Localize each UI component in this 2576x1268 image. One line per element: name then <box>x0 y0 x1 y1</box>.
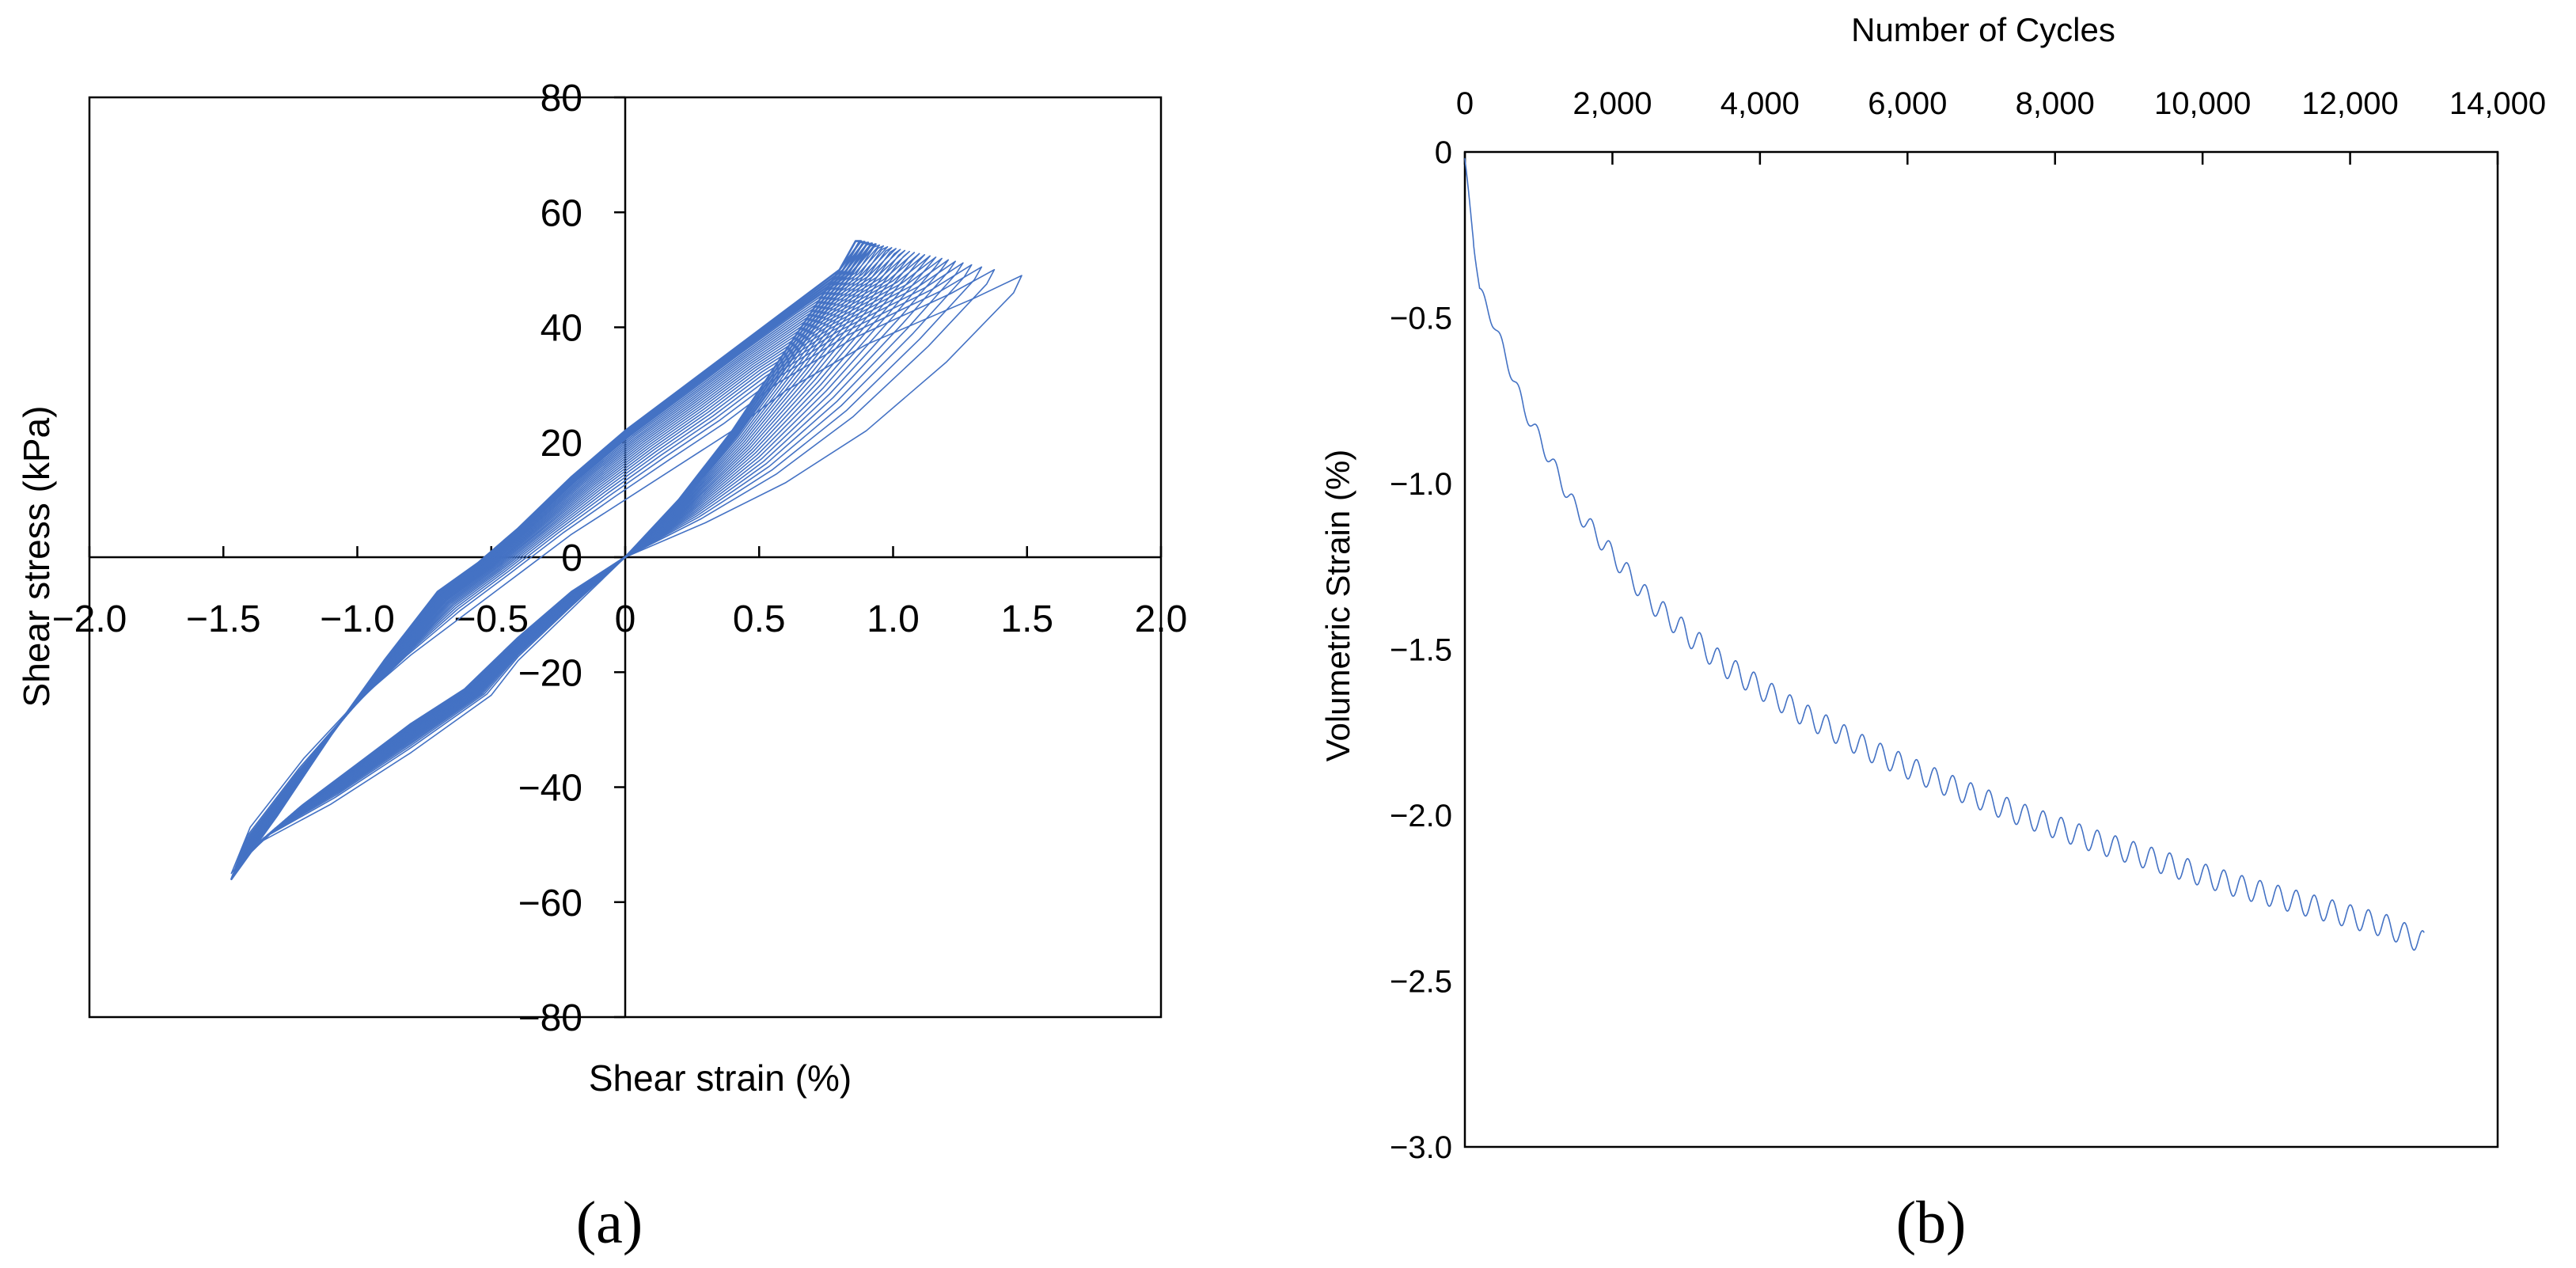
chart-b-y-tick-label: −1.0 <box>1390 467 1452 502</box>
chart-a-loop <box>240 257 943 863</box>
chart-b-x-tick-label: 14,000 <box>2449 86 2546 121</box>
chart-a-y-tick-label: −80 <box>518 997 582 1039</box>
chart-a-loop <box>239 259 950 864</box>
chart-a-loop <box>237 262 964 866</box>
chart-b-y-tick-label: −2.0 <box>1390 799 1452 833</box>
chart-a-x-tick-label: 2.0 <box>1135 598 1188 640</box>
chart-b-axes: 0 2,000 4,000 6,000 8,000 10,000 12,000 14,000 0… <box>1390 86 2546 1165</box>
chart-b-y-tick-label: −1.5 <box>1390 633 1452 668</box>
chart-b-x-tick-label: 10,000 <box>2154 86 2251 121</box>
chart-b-x-tick-label: 6,000 <box>1868 86 1947 121</box>
chart-a-x-tick-label: 0 <box>615 598 636 640</box>
chart-a-ylabel: Shear stress (kPa) <box>16 406 57 708</box>
chart-b: 0 2,000 4,000 6,000 8,000 10,000 12,000 14,000 0… <box>1319 11 2546 1256</box>
chart-a-x-tick-label: 1.0 <box>867 598 920 640</box>
chart-b-x-tick-label: 4,000 <box>1720 86 1800 121</box>
chart-a-xlabel: Shear strain (%) <box>589 1057 852 1099</box>
chart-b-frame <box>1463 150 2499 1148</box>
chart-a-y-tick-label: −20 <box>518 652 582 694</box>
chart-a-y-tick-label: 20 <box>541 423 582 465</box>
chart-a-x-tick-label: 1.5 <box>1000 598 1053 640</box>
chart-b-ylabel: Volumetric Strain (%) <box>1319 450 1356 761</box>
chart-b-y-tick-label: 0 <box>1435 135 1452 170</box>
chart-a-y-tick-label: −40 <box>518 768 582 810</box>
chart-a-loop <box>233 268 996 871</box>
chart-a-y-tick-label: 80 <box>541 78 582 120</box>
chart-a-axes: −2.0 −1.5 −1.0 −0.5 0 0.5 1.0 1.5 2.0 −80 −60 −40 −2… <box>52 78 1188 1039</box>
chart-b-x-tick-label: 2,000 <box>1573 86 1652 121</box>
chart-a-panel-label: (a) <box>576 1190 643 1256</box>
chart-b-y-tick-label: −2.5 <box>1390 965 1452 1000</box>
chart-a-loop <box>238 260 956 865</box>
chart-a-y-tick-label: −60 <box>518 883 582 924</box>
chart-a-y-tick-label: 60 <box>541 192 582 234</box>
chart-a-x-tick-label: −2.0 <box>52 598 127 640</box>
chart-b-y-tick-label: −3.0 <box>1390 1130 1452 1165</box>
chart-b-x-tick-label: 8,000 <box>2016 86 2095 121</box>
chart-b-y-tick-label: −0.5 <box>1390 302 1452 336</box>
chart-a-x-tick-label: −0.5 <box>453 598 529 640</box>
chart-a-loop <box>238 255 931 861</box>
chart-b-xlabel: Number of Cycles <box>1851 11 2115 48</box>
chart-a-x-tick-label: −1.0 <box>320 598 395 640</box>
chart-a-x-tick-label: 0.5 <box>733 598 786 640</box>
chart-b-x-tick-label: 0 <box>1456 86 1474 121</box>
chart-a-loop <box>235 266 983 868</box>
chart-a-y-tick-label: 0 <box>561 537 582 579</box>
chart-b-x-tick-label: 12,000 <box>2301 86 2398 121</box>
chart-a-x-tick-label: −1.5 <box>186 598 261 640</box>
chart-a-loop <box>239 256 937 862</box>
chart-a-loop <box>238 254 926 860</box>
chart-a-y-tick-label: 40 <box>541 308 582 350</box>
chart-b-panel-label: (b) <box>1896 1190 1967 1256</box>
chart-a-loop <box>237 264 973 867</box>
chart-a-loop <box>230 240 863 880</box>
chart-a-loop <box>230 275 1022 875</box>
chart-a-curves <box>230 240 1022 880</box>
chart-b-series-line <box>1464 158 2425 951</box>
chart-a: −2.0 −1.5 −1.0 −0.5 0 0.5 1.0 1.5 2.0 −80 −60 −40 −2… <box>16 78 1187 1256</box>
chart-b-curves <box>1464 158 2425 951</box>
